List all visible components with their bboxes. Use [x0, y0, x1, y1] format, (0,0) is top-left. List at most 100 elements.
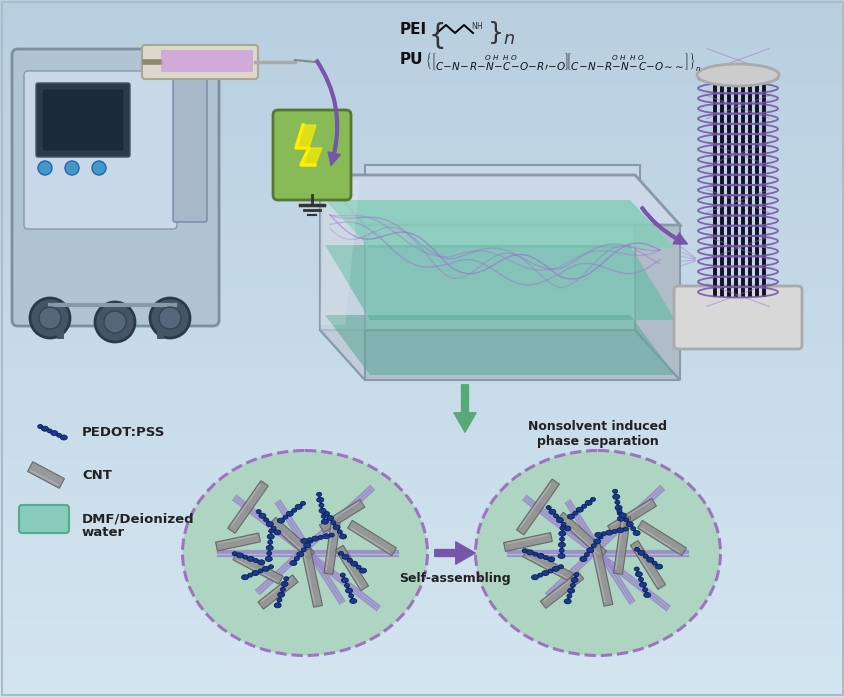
- Ellipse shape: [268, 565, 273, 569]
- Bar: [0, 328, 844, 335]
- Ellipse shape: [584, 553, 588, 557]
- Bar: [0, 348, 844, 355]
- Bar: [0, 390, 844, 397]
- FancyBboxPatch shape: [42, 89, 124, 151]
- Ellipse shape: [639, 582, 646, 587]
- Bar: [0, 585, 844, 592]
- Bar: [0, 105, 844, 112]
- Ellipse shape: [284, 576, 289, 581]
- Ellipse shape: [266, 521, 273, 526]
- Bar: [0, 293, 844, 300]
- Ellipse shape: [531, 575, 538, 580]
- Ellipse shape: [271, 526, 276, 530]
- Ellipse shape: [281, 581, 288, 586]
- Bar: [0, 160, 844, 167]
- Bar: [0, 376, 844, 383]
- Ellipse shape: [311, 536, 318, 541]
- Ellipse shape: [548, 569, 553, 573]
- Ellipse shape: [584, 500, 592, 505]
- Bar: [0, 28, 844, 35]
- Ellipse shape: [324, 512, 329, 516]
- Bar: [0, 139, 844, 146]
- Ellipse shape: [630, 527, 635, 530]
- Ellipse shape: [359, 568, 366, 573]
- Circle shape: [65, 161, 78, 175]
- Polygon shape: [607, 498, 656, 534]
- Ellipse shape: [635, 572, 641, 576]
- Ellipse shape: [295, 505, 302, 510]
- Ellipse shape: [625, 522, 632, 527]
- Bar: [0, 516, 844, 523]
- Bar: [0, 411, 844, 418]
- Ellipse shape: [339, 534, 346, 539]
- Circle shape: [38, 161, 52, 175]
- Bar: [0, 209, 844, 216]
- Ellipse shape: [632, 530, 640, 535]
- Polygon shape: [539, 572, 583, 608]
- Bar: [0, 634, 844, 641]
- Ellipse shape: [601, 532, 605, 536]
- Polygon shape: [516, 479, 559, 535]
- Ellipse shape: [337, 530, 342, 534]
- Polygon shape: [320, 175, 365, 380]
- FancyBboxPatch shape: [24, 71, 176, 229]
- Bar: [0, 181, 844, 188]
- Ellipse shape: [308, 539, 313, 543]
- Ellipse shape: [318, 535, 323, 539]
- Ellipse shape: [38, 424, 43, 429]
- Ellipse shape: [567, 514, 574, 519]
- Text: PEDOT:PSS: PEDOT:PSS: [82, 425, 165, 438]
- Ellipse shape: [267, 551, 272, 556]
- Text: DMF/Deionized: DMF/Deionized: [82, 512, 194, 526]
- Ellipse shape: [566, 594, 571, 598]
- Text: CNT: CNT: [82, 468, 111, 482]
- Text: $_{\rm NH}$: $_{\rm NH}$: [470, 21, 483, 33]
- Ellipse shape: [614, 505, 621, 510]
- Bar: [0, 195, 844, 202]
- Polygon shape: [257, 575, 298, 609]
- Bar: [0, 35, 844, 42]
- Bar: [0, 118, 844, 125]
- Polygon shape: [320, 175, 634, 330]
- Bar: [0, 91, 844, 98]
- Bar: [0, 265, 844, 272]
- Ellipse shape: [241, 575, 248, 580]
- Ellipse shape: [341, 578, 348, 583]
- Ellipse shape: [286, 511, 293, 516]
- Bar: [0, 523, 844, 530]
- FancyBboxPatch shape: [12, 49, 219, 326]
- Ellipse shape: [60, 435, 68, 440]
- Bar: [0, 7, 844, 14]
- Ellipse shape: [331, 521, 336, 525]
- Ellipse shape: [475, 450, 720, 655]
- Bar: [0, 237, 844, 244]
- Polygon shape: [233, 552, 283, 584]
- Polygon shape: [227, 481, 268, 533]
- Ellipse shape: [268, 529, 273, 533]
- Bar: [0, 592, 844, 599]
- Ellipse shape: [638, 577, 642, 581]
- Bar: [0, 683, 844, 690]
- Ellipse shape: [342, 554, 349, 559]
- Polygon shape: [522, 549, 572, 581]
- Ellipse shape: [242, 555, 247, 559]
- Polygon shape: [320, 175, 679, 225]
- Ellipse shape: [262, 567, 269, 572]
- Bar: [0, 251, 844, 258]
- Polygon shape: [335, 545, 368, 591]
- Bar: [0, 112, 844, 118]
- Text: $\left\{\left[\overset{O\ H\ \ H\ O}{C\!-\!N\!-\!R\!-\!N\!-\!C\!-\!O\!-\!R\prime: $\left\{\left[\overset{O\ H\ \ H\ O}{C\!…: [425, 50, 701, 74]
- Polygon shape: [319, 500, 365, 533]
- Ellipse shape: [333, 525, 339, 530]
- Circle shape: [150, 298, 190, 338]
- Ellipse shape: [232, 551, 237, 556]
- Bar: [0, 369, 844, 376]
- Polygon shape: [28, 461, 64, 489]
- Ellipse shape: [268, 540, 273, 544]
- Ellipse shape: [258, 513, 266, 519]
- Bar: [0, 383, 844, 390]
- Polygon shape: [365, 165, 639, 185]
- Ellipse shape: [300, 538, 307, 544]
- Ellipse shape: [267, 534, 274, 539]
- Ellipse shape: [57, 434, 62, 437]
